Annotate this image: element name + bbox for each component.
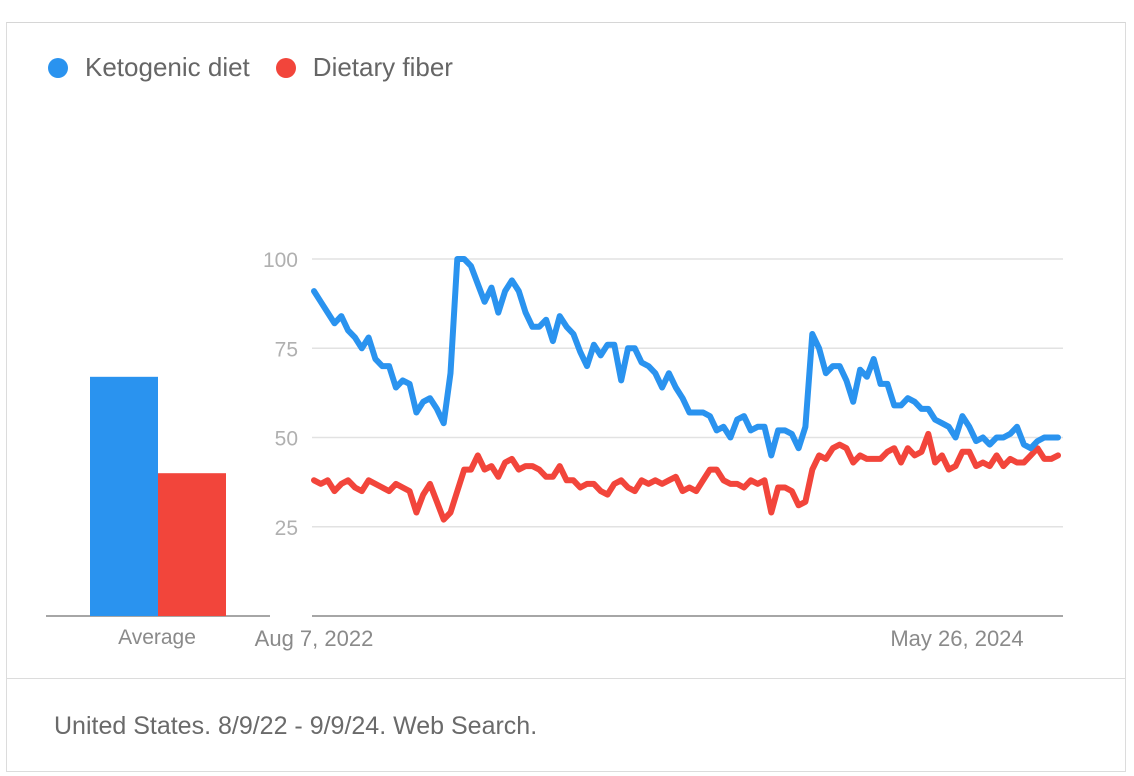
y-tick-label: 25 bbox=[275, 517, 298, 540]
y-tick-label: 100 bbox=[263, 249, 298, 272]
legend-item-dietary-fiber[interactable]: Dietary fiber bbox=[275, 52, 453, 83]
footer-caption: United States. 8/9/22 - 9/9/24. Web Sear… bbox=[54, 712, 538, 740]
x-tick-label: May 26, 2024 bbox=[890, 626, 1023, 651]
legend-label: Ketogenic diet bbox=[85, 52, 250, 82]
x-tick-label: Aug 7, 2022 bbox=[255, 626, 374, 651]
legend: Ketogenic diet Dietary fiber bbox=[48, 52, 479, 83]
series-line-ketogenic-diet bbox=[311, 256, 1061, 459]
y-tick-label: 50 bbox=[275, 428, 298, 451]
legend-dot-red bbox=[275, 57, 296, 78]
series-line-dietary-fiber bbox=[311, 430, 1061, 523]
y-tick-label: 75 bbox=[275, 338, 298, 361]
legend-item-ketogenic-diet[interactable]: Ketogenic diet bbox=[48, 52, 250, 83]
bar-dietary-fiber bbox=[158, 473, 226, 616]
footer-divider bbox=[6, 678, 1126, 679]
chart-card bbox=[6, 22, 1126, 772]
bar-category-label: Average bbox=[118, 626, 196, 649]
bar-ketogenic-diet bbox=[90, 376, 158, 616]
legend-dot-blue bbox=[48, 57, 68, 78]
legend-label: Dietary fiber bbox=[312, 52, 453, 82]
